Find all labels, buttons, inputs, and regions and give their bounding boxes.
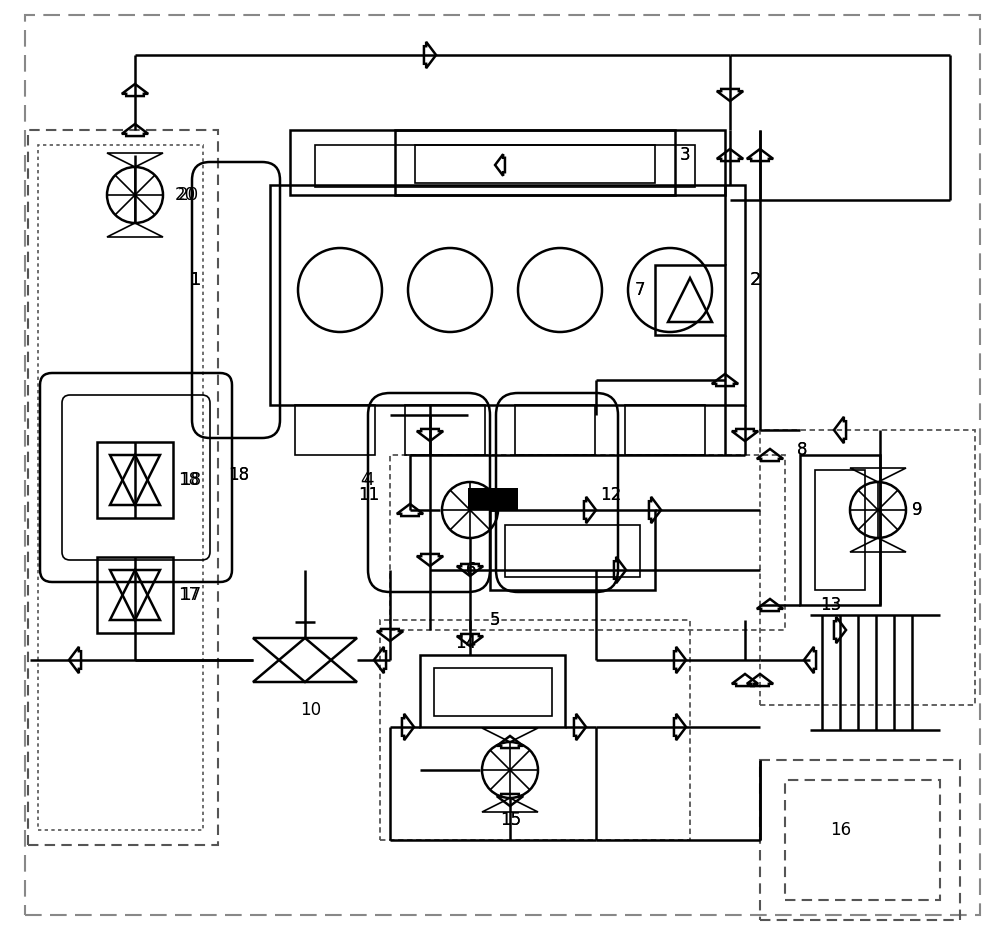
Bar xyxy=(760,760,960,920)
Bar xyxy=(785,780,940,900)
Bar xyxy=(290,130,725,195)
Text: 14: 14 xyxy=(455,634,476,652)
Bar xyxy=(395,130,675,195)
Bar xyxy=(515,405,595,455)
Text: 12: 12 xyxy=(600,486,621,504)
Text: 10: 10 xyxy=(300,701,321,719)
Text: 18: 18 xyxy=(178,471,199,489)
Text: 8: 8 xyxy=(797,441,808,459)
Bar xyxy=(97,557,173,633)
Bar xyxy=(38,145,203,830)
Bar xyxy=(380,620,690,840)
Text: 7: 7 xyxy=(635,281,646,299)
Bar xyxy=(760,430,975,705)
Text: 13: 13 xyxy=(820,596,841,614)
Bar xyxy=(815,470,865,590)
Bar xyxy=(315,145,695,187)
Bar xyxy=(97,442,173,518)
Text: 5: 5 xyxy=(490,611,501,629)
Text: 8: 8 xyxy=(797,441,808,459)
Text: 6: 6 xyxy=(466,561,477,579)
Text: 1: 1 xyxy=(190,271,201,289)
Text: 18: 18 xyxy=(228,466,249,484)
Text: 17: 17 xyxy=(180,586,201,604)
Text: 18: 18 xyxy=(180,471,201,489)
Text: 9: 9 xyxy=(912,501,922,519)
Text: 14: 14 xyxy=(455,634,476,652)
Text: 20: 20 xyxy=(178,186,199,204)
Bar xyxy=(415,145,655,183)
Bar xyxy=(295,405,375,455)
Text: 18: 18 xyxy=(228,466,249,484)
Bar xyxy=(28,130,218,845)
Bar xyxy=(420,655,565,727)
Text: 2: 2 xyxy=(750,271,762,289)
Text: 9: 9 xyxy=(912,501,922,519)
Text: 2: 2 xyxy=(750,271,762,289)
Bar xyxy=(505,525,640,577)
Text: 20: 20 xyxy=(175,186,196,204)
Text: 17: 17 xyxy=(178,586,199,604)
Bar xyxy=(655,265,725,335)
Text: 1: 1 xyxy=(190,271,201,289)
Bar xyxy=(270,185,745,405)
Bar xyxy=(800,455,880,605)
Text: 3: 3 xyxy=(680,146,691,164)
Text: 7: 7 xyxy=(635,281,646,299)
Text: 5: 5 xyxy=(490,611,501,629)
Text: 11: 11 xyxy=(358,486,379,504)
Bar xyxy=(390,455,785,630)
Text: 4: 4 xyxy=(360,471,370,489)
Text: 4: 4 xyxy=(363,471,374,489)
Text: 15: 15 xyxy=(500,811,521,829)
Text: 11: 11 xyxy=(358,486,379,504)
Text: 12: 12 xyxy=(600,486,621,504)
Bar xyxy=(468,488,518,510)
Text: 6: 6 xyxy=(466,561,477,579)
Bar xyxy=(434,668,552,716)
Text: 3: 3 xyxy=(680,146,691,164)
Text: 16: 16 xyxy=(830,821,851,839)
Bar xyxy=(490,510,655,590)
Bar xyxy=(625,405,705,455)
Text: 13: 13 xyxy=(820,596,841,614)
Text: 15: 15 xyxy=(500,811,521,829)
Bar xyxy=(405,405,485,455)
